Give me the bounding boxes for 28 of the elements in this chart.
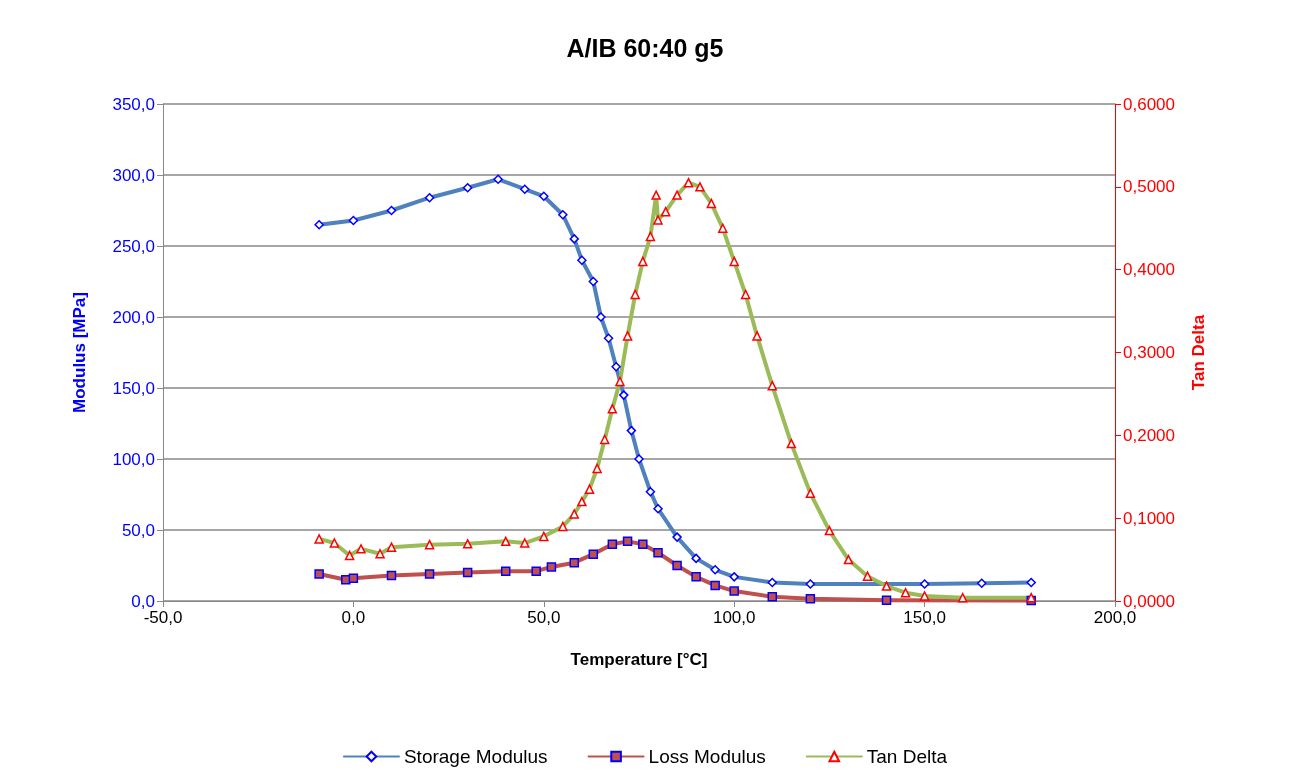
y2-tick-label: 0,2000 <box>1123 425 1175 445</box>
y-tick-label: 350,0 <box>112 94 155 114</box>
y-tick-label: 300,0 <box>112 165 155 185</box>
y2-tick-label: 0,6000 <box>1123 94 1175 114</box>
chart-title: A/IB 60:40 g5 <box>566 33 724 62</box>
y-tick-label: 250,0 <box>112 236 155 256</box>
y-tick-label: 0,0 <box>131 591 155 611</box>
legend-label: Loss Modulus <box>648 746 766 767</box>
y-tick-label: 200,0 <box>112 307 155 327</box>
y2-axis-title: Tan Delta <box>1189 314 1208 391</box>
y-tick-label: 150,0 <box>112 378 155 398</box>
y2-tick-label: 0,4000 <box>1123 260 1175 280</box>
y2-tick-label: 0,0000 <box>1123 591 1175 611</box>
y2-tick-label: 0,1000 <box>1123 508 1175 528</box>
x-axis-title: Temperature [°C] <box>570 650 708 669</box>
legend-label: Storage Modulus <box>403 746 548 767</box>
legend-label: Tan Delta <box>866 746 948 767</box>
x-tick-label: -50,0 <box>143 608 183 627</box>
x-tick-label: 50,0 <box>527 608 561 627</box>
y2-tick-label: 0,3000 <box>1123 343 1175 362</box>
y-tick-label: 100,0 <box>112 449 155 469</box>
x-tick-label: 200,0 <box>1093 608 1137 627</box>
x-tick-label: 150,0 <box>903 608 946 627</box>
x-tick-label: 0,0 <box>341 608 366 627</box>
y2-tick-label: 0,5000 <box>1123 177 1175 197</box>
y-axis-title: Modulus [MPa] <box>70 292 89 413</box>
x-tick-label: 100,0 <box>712 608 756 627</box>
y-tick-label: 50,0 <box>121 520 155 540</box>
